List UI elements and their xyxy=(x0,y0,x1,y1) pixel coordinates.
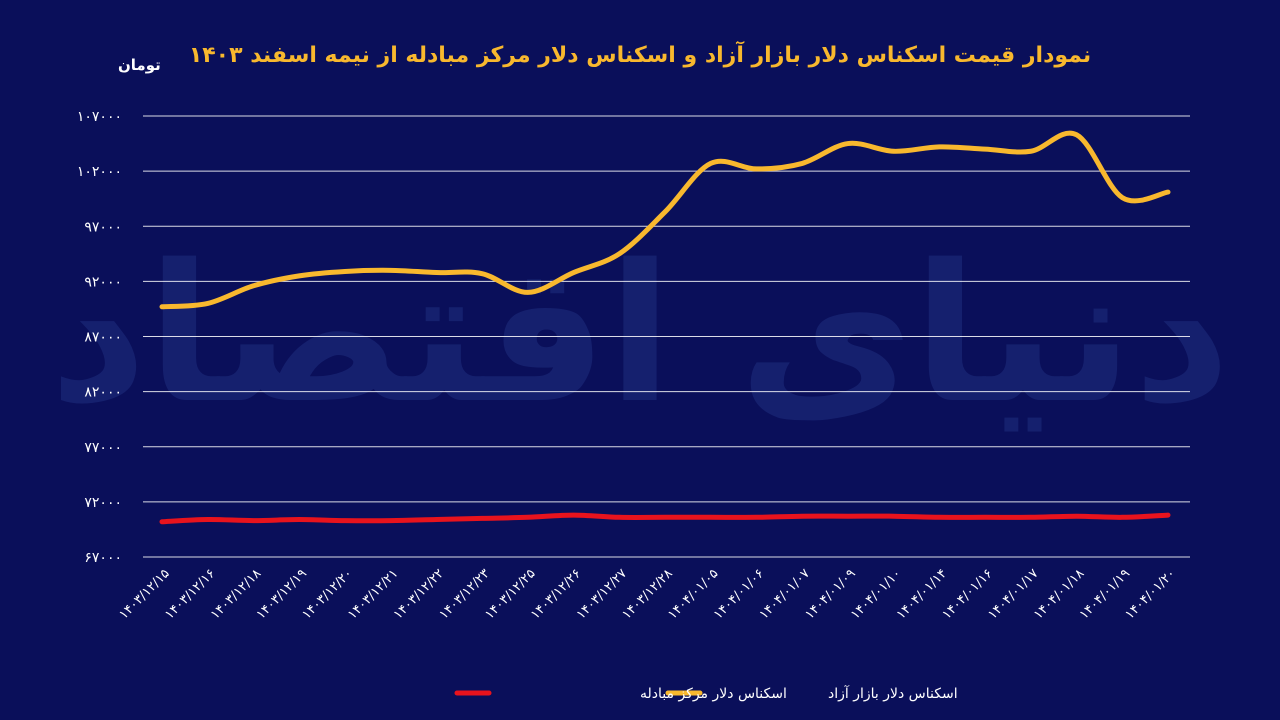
y-axis-unit: تومان xyxy=(118,56,161,74)
y-tick-label: ۸۷۰۰۰ xyxy=(84,330,122,346)
legend-label: اسکناس دلار مرکز مبادله xyxy=(640,686,787,702)
legend-label: اسکناس دلار بازار آزاد xyxy=(828,685,958,702)
series-line-free-market xyxy=(159,130,1171,310)
y-tick-label: ۷۲۰۰۰ xyxy=(84,495,122,511)
y-axis: ۱۰۷۰۰۰ ۱۰۲۰۰۰ ۹۷۰۰۰ ۹۲۰۰۰ ۸۷۰۰۰ ۸۲۰۰۰ ۷۷۰۰۰ ۷۲۰… xyxy=(77,109,122,566)
legend-item-free-market: اسکناس دلار بازار آزاد xyxy=(665,685,958,702)
chart-title: نمودار قیمت اسکناس دلار بازار آزاد و اسک… xyxy=(189,40,1091,68)
y-tick-label: ۱۰۲۰۰۰ xyxy=(77,164,122,180)
legend: اسکناس دلار بازار آزاد اسکناس دلار مرکز م… xyxy=(454,685,958,702)
series-group xyxy=(159,130,1171,525)
y-tick-label: ۶۷۰۰۰ xyxy=(84,550,122,566)
y-tick-label: ۹۲۰۰۰ xyxy=(84,274,122,290)
x-axis: ۱۴۰۳/۱۲/۱۵۱۴۰۳/۱۲/۱۶۱۴۰۳/۱۲/۱۸۱۴۰۳/۱۲/۱۹… xyxy=(117,566,1179,622)
series-line-exchange-center xyxy=(159,512,1171,525)
y-tick-label: ۱۰۷۰۰۰ xyxy=(77,109,122,125)
grid xyxy=(143,115,1190,558)
y-tick-label: ۹۷۰۰۰ xyxy=(84,219,122,235)
y-tick-label: ۸۲۰۰۰ xyxy=(84,385,122,401)
x-tick-label: ۱۴۰۴/۰۱/۲۰ xyxy=(1123,566,1179,622)
legend-item-exchange-center: اسکناس دلار مرکز مبادله xyxy=(454,686,787,702)
y-tick-label: ۷۷۰۰۰ xyxy=(84,440,122,456)
watermark: دنیای اقتصاد xyxy=(49,224,1230,445)
